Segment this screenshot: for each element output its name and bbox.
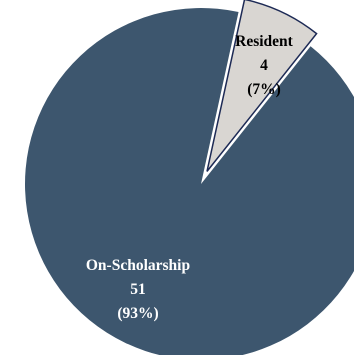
slice-value-on-scholarship: 51 [130,281,146,298]
slice-label-resident: Resident [235,33,294,50]
pie-slices [25,0,354,355]
pie-slice-on-scholarship [25,8,354,355]
pie-slice-resident [206,0,318,172]
slice-label-on-scholarship: On-Scholarship [86,257,190,274]
slice-value-resident: 4 [260,57,268,74]
slice-percent-resident: (7%) [247,81,281,98]
slice-labels: On-Scholarship 51 (93%) Resident 4 (7%) [86,33,294,322]
slice-percent-on-scholarship: (93%) [117,305,158,322]
